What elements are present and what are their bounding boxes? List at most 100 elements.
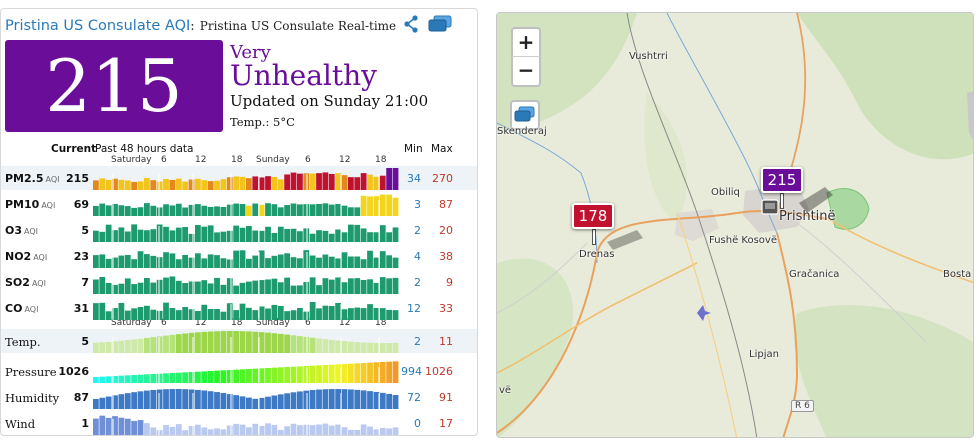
sparkline-o3 [93,224,399,242]
tick-label: Sunday [256,318,290,328]
aqi-value-box: 215 [5,40,223,132]
station-link[interactable]: Pristina US Consulate AQI [5,18,191,34]
title-separator: : [190,19,195,34]
row-label: SO2 AQI [5,276,46,289]
marker-pin [592,229,596,245]
updated-time: Updated on Sunday 21:00 [230,92,429,110]
row-max: 11 [439,335,453,348]
place-label: Bosta [943,269,972,280]
row-current: 5 [81,224,89,237]
road-shield: R 6 [791,400,814,412]
row-pressure[interactable]: Pressure 1026 994 1026 [1,359,477,383]
sparkline-no2 [93,250,399,268]
row-min: 34 [407,172,421,185]
tick-label: Sunday [256,155,290,165]
tick-label: 18 [375,155,387,165]
row-pm10[interactable]: PM10 AQI 69 3 87 [1,192,477,216]
row-co[interactable]: CO AQI 31 12 33 [1,296,477,320]
header-min: Min [404,143,423,155]
sparkline-humidity [93,389,399,409]
temperature-readout: Temp.: 5°C [230,115,295,129]
row-min: 2 [414,276,421,289]
aqi-level-line1: Very [230,42,271,63]
place-label: Lipjan [749,349,779,360]
row-max: 87 [439,198,453,211]
row-min: 994 [401,365,422,378]
row-label: PM2.5 AQI [5,172,60,185]
row-current: 5 [81,335,89,348]
layers-button[interactable] [510,100,540,130]
header-past-48h: Past 48 hours data [95,143,194,155]
row-no2[interactable]: NO2 AQI 23 4 38 [1,244,477,268]
aqi-level-line2: Unhealthy [230,59,377,92]
row-wind[interactable]: Wind 1 0 17 [1,411,477,435]
row-current: 31 [73,302,89,315]
header-max: Max [431,143,453,155]
tick-label: 6 [305,318,311,328]
place-label: Gračanica [789,269,840,280]
row-max: 20 [439,224,453,237]
marker-pin [780,193,784,209]
tick-label: 6 [161,318,167,328]
row-pm25[interactable]: PM2.5 AQI 215 34 270 [1,166,477,190]
row-label: PM10 AQI [5,198,56,211]
row-so2[interactable]: SO2 AQI 7 2 9 [1,270,477,294]
sparkline-co [93,302,399,320]
row-current: 69 [73,198,89,211]
tick-label: 12 [195,318,207,328]
row-current: 215 [66,172,89,185]
station-subtitle: Pristina US Consulate Real-time [199,19,397,33]
tick-label: 18 [231,155,243,165]
row-o3[interactable]: O3 AQI 5 2 20 [1,218,477,242]
row-max: 33 [439,302,453,315]
aqi-marker-drenas[interactable]: 178 [572,203,614,229]
aqi-marker-pristina[interactable]: 215 [761,167,803,193]
row-current: 23 [73,250,89,263]
share-icon[interactable] [403,15,419,37]
row-current: 1 [81,417,89,430]
sparkline-pm25 [93,168,399,190]
tick-label: 6 [305,155,311,165]
sparkline-so2 [93,276,399,294]
tick-label: 6 [161,155,167,165]
row-current: 87 [73,391,89,404]
sparkline-pm10 [93,194,399,216]
row-min: 3 [414,198,421,211]
row-min: 0 [414,417,421,430]
tick-label: 18 [231,318,243,328]
tick-label: 12 [339,155,351,165]
row-label: Temp. [5,335,41,349]
place-label: Fushë Kosovë [709,235,777,246]
station-map[interactable]: + − Vushtrri Obiliq Prishtinë Fushë Koso… [496,12,974,438]
row-temperature[interactable]: Temp. 5 2 11 [1,329,477,353]
sparkline-pressure [93,361,399,383]
station-icon[interactable] [761,199,781,221]
row-current: 7 [81,276,89,289]
row-min: 2 [414,224,421,237]
row-max: 17 [439,417,453,430]
aqi-panel: Pristina US Consulate AQI: Pristina US C… [0,8,478,436]
row-label: CO AQI [5,302,39,315]
maps-icon[interactable] [428,15,452,37]
row-min: 72 [407,391,421,404]
zoom-in-button[interactable]: + [511,27,541,57]
row-min: 4 [414,250,421,263]
zoom-out-button[interactable]: − [511,57,541,87]
map-tiles[interactable] [497,13,974,438]
place-label: vë [499,385,512,396]
header-current: Current [51,143,97,155]
row-current: 1026 [58,365,89,378]
row-max: 270 [432,172,453,185]
sparkline-temperature [93,331,399,353]
row-label: Wind [5,417,36,431]
tick-label: Saturday [111,318,152,328]
tick-label: 12 [195,155,207,165]
row-max: 9 [446,276,453,289]
place-label: Vushtrri [629,51,668,62]
place-label: Obiliq [711,187,740,198]
row-humidity[interactable]: Humidity 87 72 91 [1,385,477,409]
place-label: Drenas [579,249,615,260]
title-row: Pristina US Consulate AQI: Pristina US C… [5,15,396,35]
row-max: 1026 [425,365,453,378]
row-max: 91 [439,391,453,404]
